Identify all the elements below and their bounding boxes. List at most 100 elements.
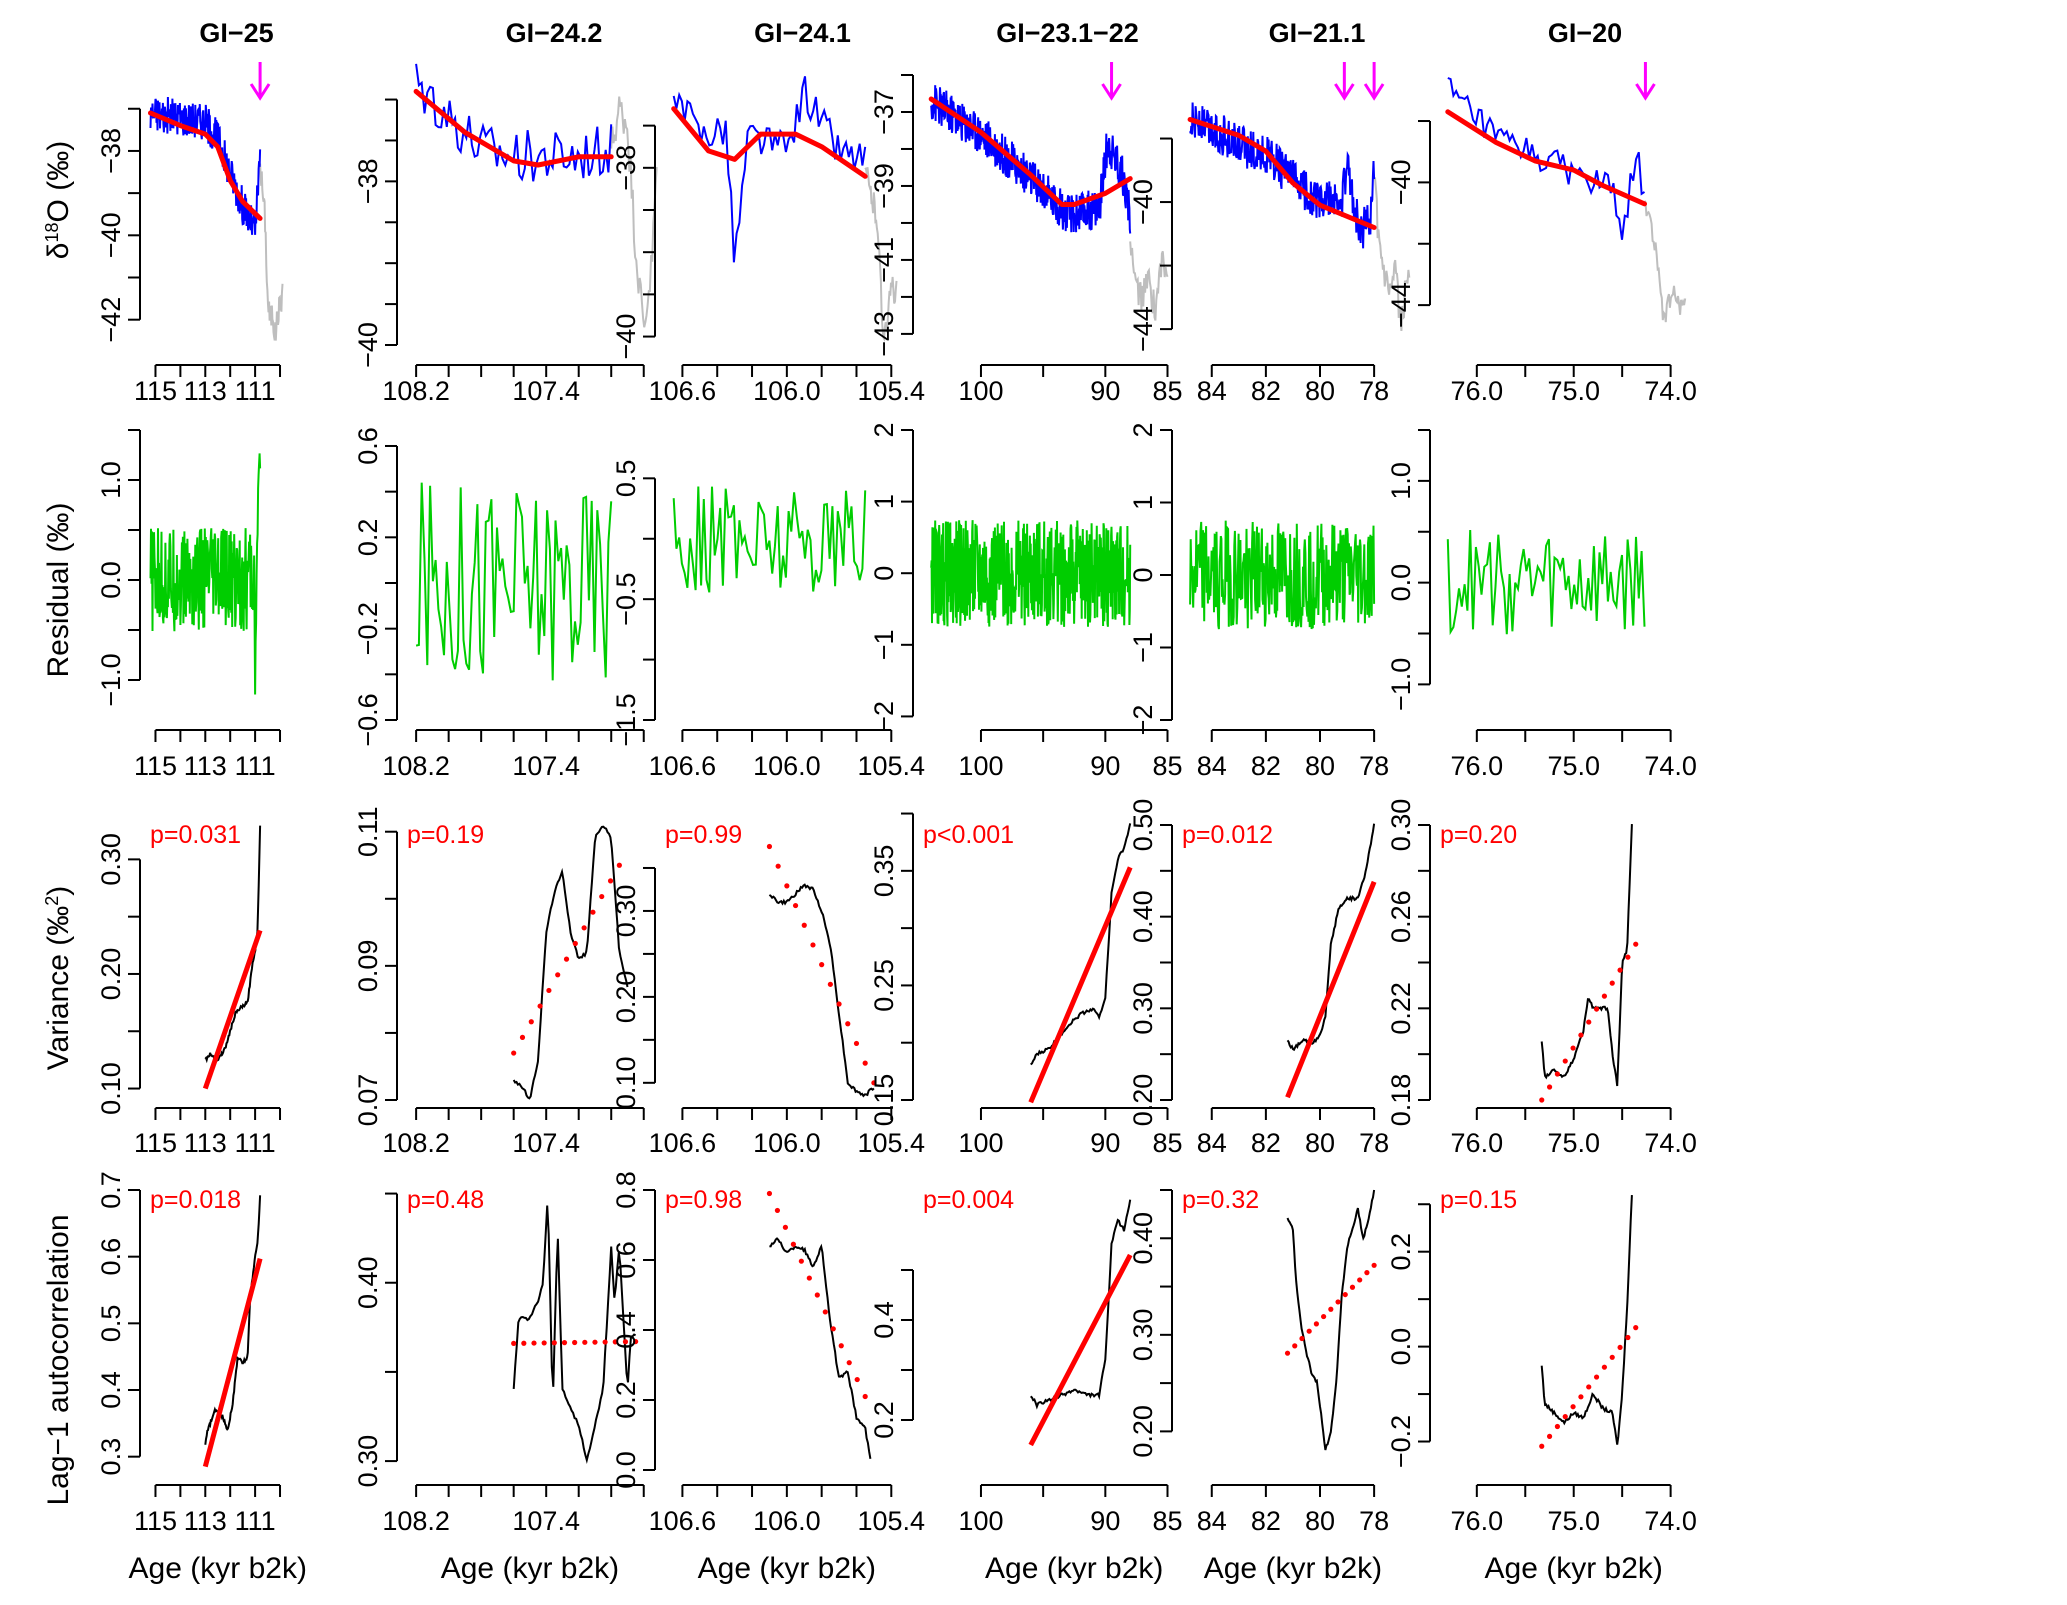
trend-fit-dot	[1633, 1325, 1639, 1331]
x-tick-label: 108.2	[382, 1128, 450, 1158]
p-value-label: p=0.012	[1182, 821, 1273, 849]
row-labels: δ18O (‰) Residual (‰) Variance (‰2) Lag−…	[42, 141, 75, 1506]
trend-fit-dot	[590, 909, 596, 915]
y-tick-label: −0.2	[1386, 1415, 1416, 1468]
y-tick-label: −38	[611, 145, 641, 191]
y-tick-label: 0.26	[1386, 890, 1416, 943]
x-tick-label: 100	[958, 1128, 1003, 1158]
y-tick-label: −0.6	[353, 693, 383, 746]
x-tick-label: 82	[1251, 376, 1281, 406]
row-label-variance: Variance (‰2)	[42, 886, 75, 1071]
x-tick-label: 113	[184, 751, 227, 781]
x-tick-label: 107.4	[512, 1506, 580, 1536]
y-tick-label: 0.07	[353, 1074, 383, 1127]
trend-fit-dot	[1554, 1423, 1561, 1430]
transition-arrow-icon	[1363, 62, 1385, 101]
x-tick-label: 80	[1305, 1128, 1335, 1158]
trend-fit-dot	[633, 1338, 639, 1345]
y-tick-label: 0.0	[611, 1451, 641, 1489]
y-tick-label: 0.30	[1386, 799, 1416, 852]
subplot-residual: 1.0 0.0 −1.0 76.0 75.0 74.0	[1386, 429, 1697, 781]
trend-fit-dot	[1335, 1299, 1341, 1305]
x-tick-label: 108.2	[382, 751, 450, 781]
trend-fit-dot	[775, 863, 781, 869]
subplot-variance: 0.35 0.25 0.15 100 90 85 p<0.001	[869, 812, 1183, 1158]
x-tick-label: 106.0	[753, 1128, 821, 1158]
arrow-head	[249, 83, 271, 101]
residual-line	[1189, 520, 1376, 630]
trend-fit-dot	[1321, 1313, 1327, 1320]
trend-fit-dot	[1562, 1414, 1568, 1420]
trend-fit-dot	[572, 940, 578, 947]
autocorr-line	[1286, 1189, 1376, 1451]
y-tick-label: 0.20	[96, 948, 126, 1001]
x-tick-label: 106.6	[649, 751, 717, 781]
transition-arrow-icon	[1101, 62, 1122, 101]
x-tick-label: 75.0	[1547, 751, 1600, 781]
y-tick-label: −1.0	[96, 653, 126, 706]
panel-title: GI−23.1−22	[996, 18, 1139, 48]
x-tick-label: 115	[134, 1128, 177, 1158]
x-tick-label: 76.0	[1451, 1128, 1504, 1158]
y-tick-label: −44	[1128, 306, 1158, 352]
pre-transition-line	[864, 167, 898, 342]
trend-fit-dot	[1306, 1328, 1312, 1334]
x-tick-label: 74.0	[1644, 751, 1697, 781]
trend-fit-dot	[602, 1339, 608, 1345]
x-tick-label: 107.4	[512, 1128, 580, 1158]
y-tick-label: −44	[1386, 282, 1416, 328]
subplot-autocorr: 0.40 0.30 108.2 107.4 Age (kyr b2k) p=0.48	[353, 1186, 645, 1585]
subplot-autocorr: 0.8 0.6 0.4 0.2 0.0 106.6 106.0 105.4 Age (kyr b…	[611, 1171, 925, 1585]
trend-fit-dot	[1539, 1097, 1545, 1103]
x-tick-label: 105.4	[858, 376, 926, 406]
x-tick-label: 108.2	[382, 376, 450, 406]
trend-fit-dot	[1586, 1019, 1592, 1025]
y-tick-label: 0.35	[869, 845, 899, 898]
x-tick-label: 84	[1197, 751, 1227, 781]
x-tick-label: 107.4	[512, 751, 580, 781]
trend-fit-dot	[806, 1275, 812, 1281]
variance-line	[204, 825, 262, 1064]
subplot-autocorr: 0.2 0.0 −0.2 76.0 75.0 74.0 Age (kyr b2k) p=0.1…	[1386, 1186, 1697, 1585]
x-tick-label: 76.0	[1451, 376, 1504, 406]
trend-fit-dot	[1570, 1045, 1576, 1051]
y-tick-label: −1.0	[1386, 658, 1416, 711]
trend-fit-dot	[1593, 1006, 1600, 1012]
y-tick-label: 0.30	[1128, 1309, 1158, 1362]
x-tick-label: 113	[184, 1128, 227, 1158]
x-tick-label: 78	[1359, 751, 1389, 781]
d18o-line	[415, 63, 613, 182]
trend-fit-dot	[854, 1376, 860, 1383]
trend-fit-dot	[1625, 954, 1631, 960]
x-axis-title: Age (kyr b2k)	[1485, 1552, 1663, 1585]
x-tick-label: 82	[1251, 751, 1281, 781]
trend-fit-dot	[555, 972, 561, 978]
y-tick-label: −40	[1386, 159, 1416, 205]
p-value-label: p<0.001	[923, 821, 1014, 849]
row-label-d18o: δ18O (‰)	[42, 141, 75, 259]
x-tick-label: 76.0	[1451, 751, 1504, 781]
y-tick-label: −39	[869, 163, 899, 209]
y-tick-label: 0.09	[353, 940, 383, 993]
x-tick-label: 80	[1305, 1506, 1335, 1536]
trend-fit-dot	[827, 981, 833, 987]
trend-fit-line	[202, 1258, 263, 1468]
x-tick-label: 90	[1090, 751, 1120, 781]
subplot-variance: 0.30 0.26 0.22 0.18 76.0 75.0 74.0 p=0.20	[1386, 799, 1697, 1158]
x-tick-label: 85	[1152, 1506, 1182, 1536]
panel-2: GI−24.1 −38 −40 106.6 106.0 105.4 0.5 −0.5 −1.5 1…	[611, 18, 925, 1585]
y-tick-label: 0.2	[869, 1401, 899, 1439]
arrow-head	[1334, 83, 1355, 101]
y-tick-label: −0.5	[611, 573, 641, 626]
residual-line	[149, 453, 262, 695]
residual-line	[415, 482, 613, 681]
x-tick-label: 106.6	[649, 376, 717, 406]
y-tick-label: −37	[869, 89, 899, 135]
trend-fit-dot	[1554, 1071, 1561, 1077]
trend-fit-dot	[782, 1224, 789, 1230]
trend-fit-dot	[616, 862, 622, 868]
variance-line	[1540, 824, 1633, 1087]
y-tick-label: 2	[869, 422, 899, 437]
trend-fit-dot	[862, 1060, 868, 1066]
